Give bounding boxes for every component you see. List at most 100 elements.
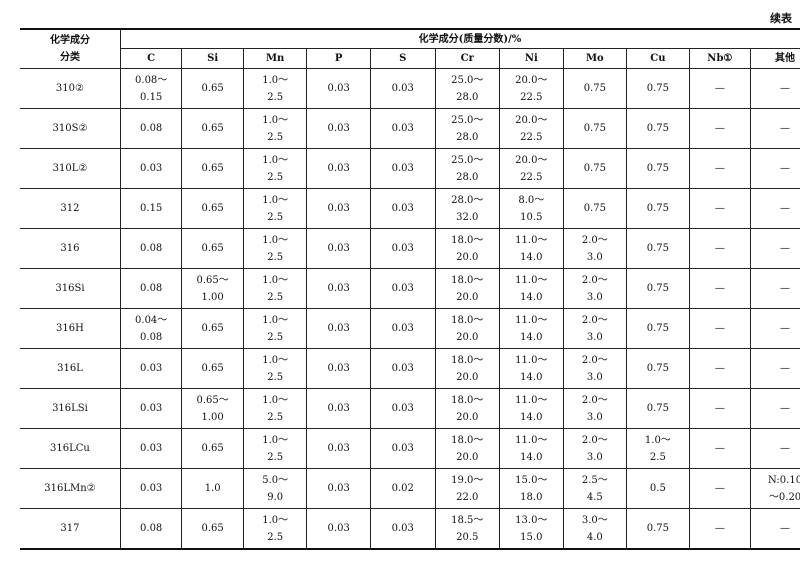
value-cell: —	[750, 428, 800, 469]
value-line: 1.0～	[262, 514, 289, 526]
value-line: 0.65	[201, 203, 224, 214]
value-cell: 0.65	[181, 228, 244, 269]
value-line: 0.65	[201, 323, 224, 334]
value-line: 0.03	[327, 323, 350, 334]
value-cell: 0.65	[181, 148, 244, 189]
value-cell: 1.0～ 2.5	[242, 388, 308, 429]
value-cell: 18.0～ 20.0	[434, 388, 501, 429]
value-line: 25.0～	[451, 114, 484, 126]
value-line: 0.08	[140, 243, 163, 254]
column-header: P	[306, 48, 371, 69]
value-line: 0.5	[649, 483, 666, 494]
value-line: 2.5	[267, 371, 284, 383]
value-line: —	[780, 403, 791, 414]
value-line: —	[714, 363, 725, 374]
value-line: 0.03	[391, 123, 414, 134]
column-header: Ni	[499, 48, 564, 69]
value-line: 0.03	[327, 363, 350, 374]
value-line: 20.0～	[515, 154, 548, 166]
value-line: 13.0～	[515, 514, 548, 526]
value-line: 20.0	[456, 291, 479, 303]
value-cell: 0.03	[306, 108, 371, 149]
value-cell: —	[750, 388, 800, 429]
value-line: —	[714, 523, 725, 534]
value-cell: 0.5	[626, 468, 690, 509]
value-line: 0.03	[391, 363, 414, 374]
value-cell: 1.0～ 2.5	[242, 428, 308, 469]
value-cell: —	[688, 468, 752, 509]
value-line: 2.5	[267, 211, 284, 223]
value-line: 0.65	[201, 163, 224, 174]
value-cell: 0.03	[119, 388, 183, 429]
row-label-line: 化学成分	[49, 35, 90, 46]
value-line: —	[714, 203, 725, 214]
value-cell: 0.75	[626, 508, 690, 550]
value-line: 2.0～	[581, 394, 608, 406]
column-header: S	[369, 48, 436, 69]
value-line: 2.5	[267, 291, 284, 303]
value-line: 28.0～	[451, 194, 484, 206]
value-cell: 8.0～ 10.5	[499, 188, 564, 229]
grade-cell: 317	[20, 508, 121, 550]
value-line: 14.0	[520, 451, 543, 463]
value-cell: 0.08～ 0.15	[119, 68, 183, 109]
value-cell: 0.03	[369, 228, 436, 269]
table-row: 312 0.15 0.65 1.0～ 2.5 0.03 0.03 28.0～ 32.0 8.0～ 1…	[20, 188, 800, 229]
value-cell: 0.75	[562, 148, 628, 189]
value-line: 1.0～	[262, 274, 289, 286]
value-line: 2.5	[267, 171, 284, 183]
value-line: —	[780, 203, 791, 214]
value-line: 1.0～	[262, 114, 289, 126]
grade-cell: 316Si	[20, 268, 121, 309]
value-line: 18.0～	[451, 274, 484, 286]
value-cell: 0.75	[626, 388, 690, 429]
value-line: 1.0～	[262, 434, 289, 446]
value-cell: 0.03	[369, 68, 436, 109]
value-line: —	[780, 163, 791, 174]
value-cell: 25.0～ 28.0	[434, 148, 501, 189]
value-cell: 15.0～ 18.0	[499, 468, 564, 509]
value-cell: 0.75	[562, 108, 628, 149]
value-cell: —	[688, 148, 752, 189]
value-cell: 5.0～ 9.0	[242, 468, 308, 509]
value-line: 18.0～	[451, 434, 484, 446]
value-line: 0.03	[391, 283, 414, 294]
row-label-header: 化学成分 分类	[20, 28, 121, 69]
value-cell: 1.0～ 2.5	[242, 108, 308, 149]
value-cell: 0.03	[119, 348, 183, 389]
value-cell: 1.0	[181, 468, 244, 509]
value-cell: —	[750, 108, 800, 149]
value-cell: 11.0～ 14.0	[499, 348, 564, 389]
table-row: 310② 0.08～ 0.15 0.65 1.0～ 2.5 0.03 0.03 25.0～ 28.…	[20, 68, 800, 109]
value-line: 0.03	[391, 203, 414, 214]
value-cell: —	[750, 508, 800, 550]
table-row: 316LCu 0.03 0.65 1.0～ 2.5 0.03 0.03 18.0～ 20.0 11…	[20, 428, 800, 469]
value-cell: 0.15	[119, 188, 183, 229]
value-cell: 0.75	[626, 108, 690, 149]
value-line: 0.03	[327, 403, 350, 414]
value-line: 1.0～	[262, 234, 289, 246]
value-cell: 18.0～ 20.0	[434, 268, 501, 309]
value-line: 0.03	[391, 163, 414, 174]
value-cell: 11.0～ 14.0	[499, 308, 564, 349]
table-row: 316Si 0.08 0.65～ 1.00 1.0～ 2.5 0.03 0.03 18.0～ 20…	[20, 268, 800, 309]
value-cell: 0.03	[306, 508, 371, 550]
value-cell: 0.03	[306, 428, 371, 469]
value-line: 3.0	[586, 371, 603, 383]
continued-label: 续表	[770, 12, 792, 25]
value-cell: 2.0～ 3.0	[562, 428, 628, 469]
value-line: 4.0	[586, 531, 603, 543]
value-line: —	[780, 443, 791, 454]
value-cell: 0.03	[119, 468, 183, 509]
value-cell: 0.03	[306, 228, 371, 269]
value-line: 3.0	[586, 331, 603, 343]
value-line: 0.08	[140, 523, 163, 534]
value-line: 0.03	[391, 403, 414, 414]
value-cell: —	[688, 308, 752, 349]
value-line: —	[780, 123, 791, 134]
value-line: 19.0～	[451, 474, 484, 486]
value-line: —	[780, 283, 791, 294]
value-line: 14.0	[520, 371, 543, 383]
value-line: 0.03	[140, 163, 163, 174]
value-cell: 11.0～ 14.0	[499, 388, 564, 429]
